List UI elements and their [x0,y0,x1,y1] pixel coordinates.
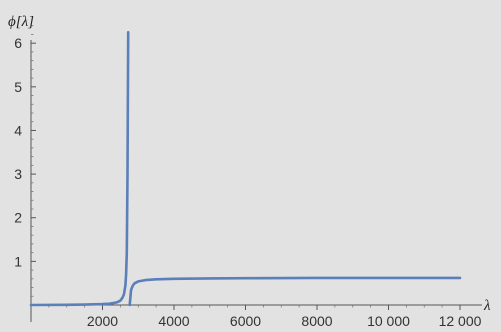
x-tick-label: 10 000 [367,313,410,329]
x-tick-label: 12 000 [439,313,482,329]
y-tick-label: 4 [14,122,22,138]
series-layer [29,30,462,307]
y-tick-label: 3 [14,166,22,182]
series-line [128,276,462,307]
x-tick-label: 4000 [158,313,189,329]
x-tick-label: 8000 [301,313,332,329]
y-tick-label: 6 [14,35,22,51]
x-tick-label: 2000 [87,313,118,329]
axes: 2000 4000 6000 8000 10 000 12 000 1 2 3 4 5 6 [14,25,482,329]
y-tick-label: 1 [14,253,22,269]
y-tick-label: 2 [14,210,22,226]
series-line [29,30,130,307]
y-tick-label: 5 [14,79,22,95]
x-axis-label: λ [483,298,491,314]
y-axis-label: ϕ[λ] [8,14,34,30]
x-tick-label: 6000 [230,313,261,329]
